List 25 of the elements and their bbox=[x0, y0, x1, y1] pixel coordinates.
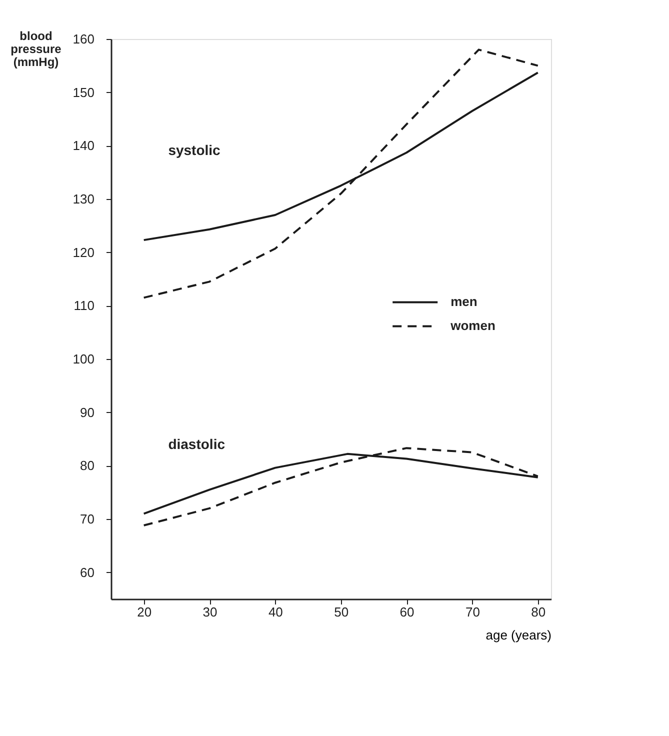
y-tick-label: 160 bbox=[72, 32, 94, 46]
x-tick-label: 80 bbox=[531, 604, 546, 620]
x-axis-title: age (years) bbox=[486, 628, 552, 642]
x-tick-label: 40 bbox=[268, 604, 283, 620]
y-tick-label: 120 bbox=[72, 244, 94, 260]
y-tick-label: 110 bbox=[74, 298, 94, 314]
legend-label: women bbox=[450, 318, 496, 334]
x-tick-label: 60 bbox=[400, 604, 414, 620]
annotation: diastolic bbox=[168, 436, 226, 452]
x-tick-label: 20 bbox=[137, 604, 152, 620]
y-tick-label: 60 bbox=[80, 564, 94, 580]
y-axis-title: blood pressure (mmHg) bbox=[10, 29, 62, 69]
x-tick-label: 30 bbox=[202, 604, 218, 620]
y-tick-label: 80 bbox=[80, 458, 94, 474]
annotation: systolic bbox=[168, 142, 221, 158]
y-tick-label: 70 bbox=[80, 512, 94, 526]
y-tick-label: 90 bbox=[80, 404, 94, 420]
y-tick-label: 100 bbox=[72, 352, 94, 366]
y-tick-label: 140 bbox=[72, 138, 94, 154]
x-tick-label: 50 bbox=[334, 604, 349, 620]
x-tick-label: 70 bbox=[465, 604, 480, 620]
y-tick-label: 150 bbox=[72, 84, 94, 100]
y-tick-label: 130 bbox=[72, 192, 94, 206]
line-series bbox=[142, 48, 539, 299]
legend-label: men bbox=[450, 294, 478, 310]
